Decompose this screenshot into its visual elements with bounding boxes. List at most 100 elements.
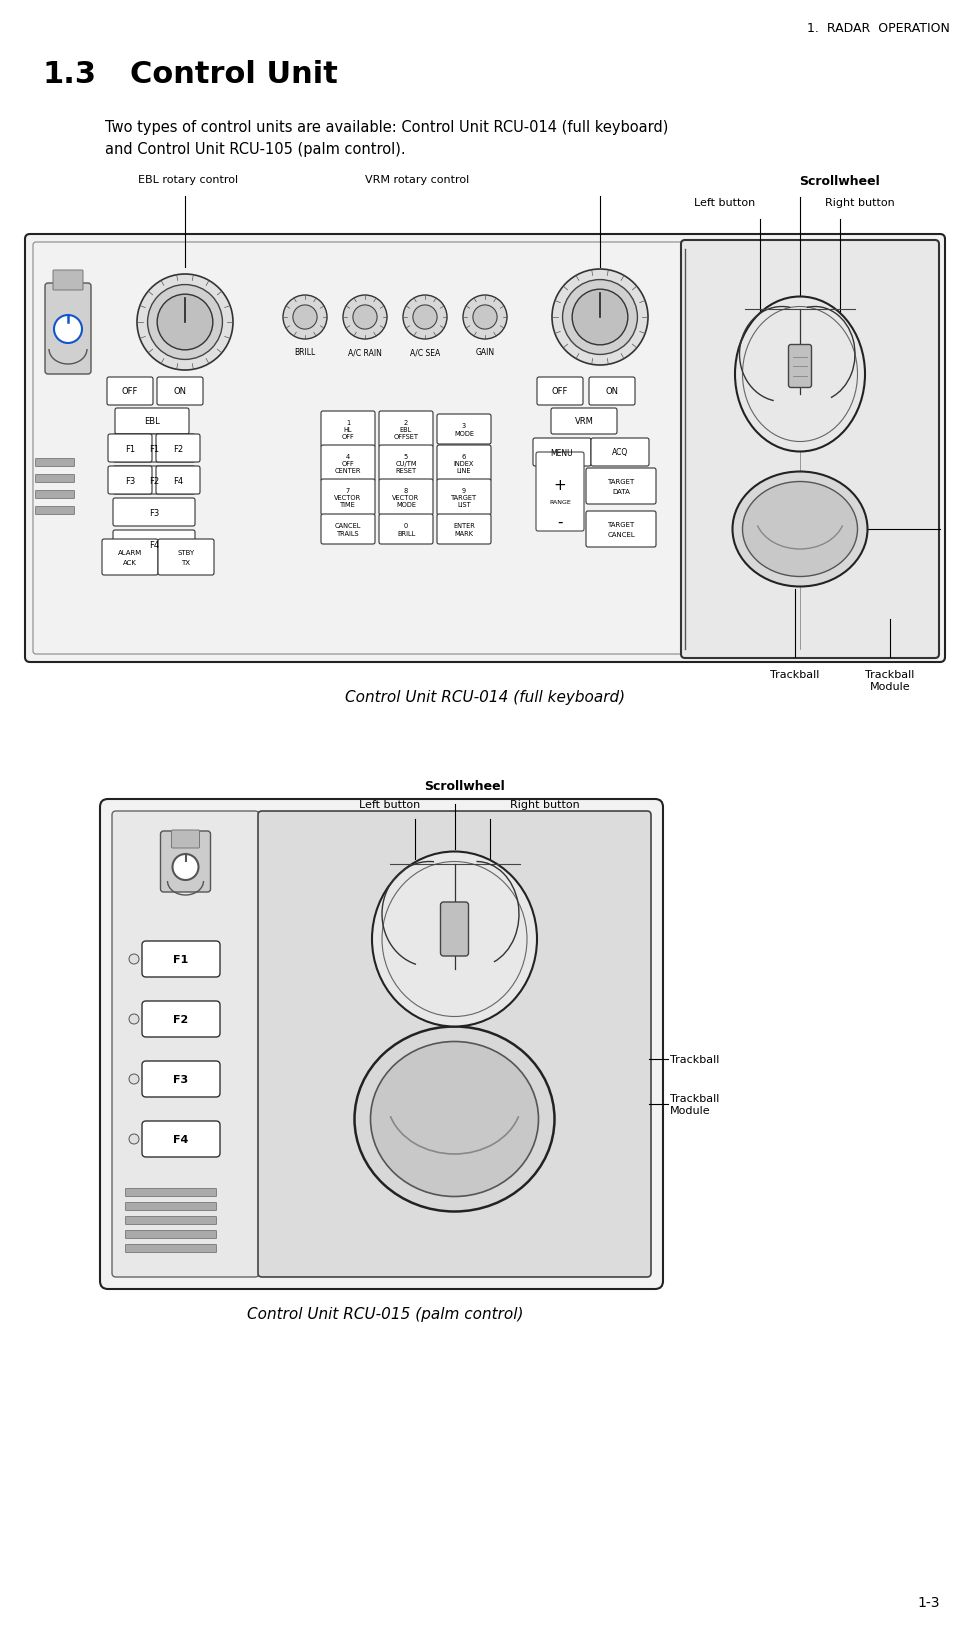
Text: VRM: VRM <box>575 418 593 426</box>
Circle shape <box>54 317 82 344</box>
Text: RESET: RESET <box>395 467 417 473</box>
Ellipse shape <box>735 297 865 452</box>
Text: TARGET: TARGET <box>451 494 477 501</box>
FancyBboxPatch shape <box>36 508 75 516</box>
Text: F4: F4 <box>173 477 184 485</box>
Text: +: + <box>553 477 566 493</box>
FancyBboxPatch shape <box>321 514 375 545</box>
Text: LINE: LINE <box>456 467 471 473</box>
Ellipse shape <box>354 1027 554 1211</box>
FancyBboxPatch shape <box>551 408 617 434</box>
Text: ON: ON <box>606 387 619 397</box>
Text: OFF: OFF <box>342 434 354 439</box>
FancyBboxPatch shape <box>156 434 200 463</box>
FancyBboxPatch shape <box>142 1002 220 1038</box>
Circle shape <box>129 1134 139 1144</box>
Text: BRILL: BRILL <box>294 348 316 357</box>
Text: HL: HL <box>344 426 352 432</box>
Text: TX: TX <box>182 560 190 565</box>
FancyBboxPatch shape <box>36 459 75 467</box>
Text: F1: F1 <box>149 444 159 454</box>
Text: 8: 8 <box>404 488 408 494</box>
Text: F3: F3 <box>149 508 159 517</box>
FancyBboxPatch shape <box>437 446 491 481</box>
Circle shape <box>293 305 318 330</box>
Text: 1-3: 1-3 <box>918 1594 940 1609</box>
Text: EBL rotary control: EBL rotary control <box>138 175 238 184</box>
Text: 4: 4 <box>346 454 351 460</box>
Text: VECTOR: VECTOR <box>392 494 419 501</box>
FancyBboxPatch shape <box>591 439 649 467</box>
Text: Control Unit: Control Unit <box>130 60 338 90</box>
Text: OFFSET: OFFSET <box>393 434 419 439</box>
Text: STBY: STBY <box>178 550 194 557</box>
Text: Trackball
Module: Trackball Module <box>670 1093 720 1115</box>
Circle shape <box>137 274 233 370</box>
Text: DATA: DATA <box>612 488 630 494</box>
Text: Control Unit RCU-014 (full keyboard): Control Unit RCU-014 (full keyboard) <box>345 690 625 705</box>
Ellipse shape <box>372 852 537 1027</box>
Text: and Control Unit RCU-105 (palm control).: and Control Unit RCU-105 (palm control). <box>105 142 406 157</box>
FancyBboxPatch shape <box>113 467 195 494</box>
FancyBboxPatch shape <box>160 831 211 893</box>
Text: RANGE: RANGE <box>550 499 571 506</box>
Circle shape <box>283 295 327 339</box>
Circle shape <box>463 295 507 339</box>
Text: 3: 3 <box>462 423 466 429</box>
FancyBboxPatch shape <box>142 1121 220 1157</box>
Ellipse shape <box>371 1041 539 1196</box>
Ellipse shape <box>743 481 857 578</box>
Text: Left button: Left button <box>694 197 755 207</box>
FancyBboxPatch shape <box>379 446 433 481</box>
Circle shape <box>148 286 222 361</box>
Text: 0: 0 <box>404 522 408 529</box>
Text: F2: F2 <box>173 444 184 454</box>
Circle shape <box>343 295 387 339</box>
FancyBboxPatch shape <box>321 411 375 447</box>
Text: MARK: MARK <box>454 530 474 537</box>
Text: F2: F2 <box>174 1015 188 1025</box>
Text: 2: 2 <box>404 419 408 426</box>
FancyBboxPatch shape <box>142 942 220 978</box>
Text: MODE: MODE <box>454 431 474 436</box>
Text: TARGET: TARGET <box>608 522 635 529</box>
Text: F4: F4 <box>173 1134 188 1144</box>
FancyBboxPatch shape <box>589 377 635 406</box>
Circle shape <box>129 955 139 965</box>
Text: TRAILS: TRAILS <box>337 530 359 537</box>
Circle shape <box>157 295 213 351</box>
FancyBboxPatch shape <box>115 408 189 434</box>
Circle shape <box>173 855 198 880</box>
FancyBboxPatch shape <box>125 1203 217 1211</box>
Text: CU/TM: CU/TM <box>395 460 417 467</box>
FancyBboxPatch shape <box>586 512 656 548</box>
Text: EBL: EBL <box>144 418 160 426</box>
Text: Trackball: Trackball <box>770 669 820 679</box>
Text: EBL: EBL <box>400 426 412 432</box>
Text: VRM rotary control: VRM rotary control <box>365 175 469 184</box>
FancyBboxPatch shape <box>321 480 375 516</box>
FancyBboxPatch shape <box>157 377 203 406</box>
FancyBboxPatch shape <box>536 452 584 532</box>
Text: F2: F2 <box>149 477 159 485</box>
Text: -: - <box>557 514 563 529</box>
Text: 7: 7 <box>346 488 351 494</box>
FancyBboxPatch shape <box>156 467 200 494</box>
Text: Two types of control units are available: Control Unit RCU-014 (full keyboard): Two types of control units are available… <box>105 119 668 135</box>
Text: Trackball
Module: Trackball Module <box>865 669 915 692</box>
Text: BRILL: BRILL <box>397 530 416 537</box>
Text: ON: ON <box>174 387 186 397</box>
FancyBboxPatch shape <box>437 514 491 545</box>
Text: 6: 6 <box>462 454 466 460</box>
Circle shape <box>562 281 637 356</box>
Text: ACQ: ACQ <box>612 449 628 457</box>
FancyBboxPatch shape <box>125 1188 217 1196</box>
Text: INDEX: INDEX <box>453 460 474 467</box>
Text: Right button: Right button <box>510 800 580 809</box>
FancyBboxPatch shape <box>537 377 583 406</box>
Text: Control Unit RCU-015 (palm control): Control Unit RCU-015 (palm control) <box>247 1306 523 1322</box>
Text: MODE: MODE <box>396 501 416 508</box>
Text: F3: F3 <box>174 1074 188 1084</box>
FancyBboxPatch shape <box>172 831 199 849</box>
FancyBboxPatch shape <box>142 1061 220 1097</box>
